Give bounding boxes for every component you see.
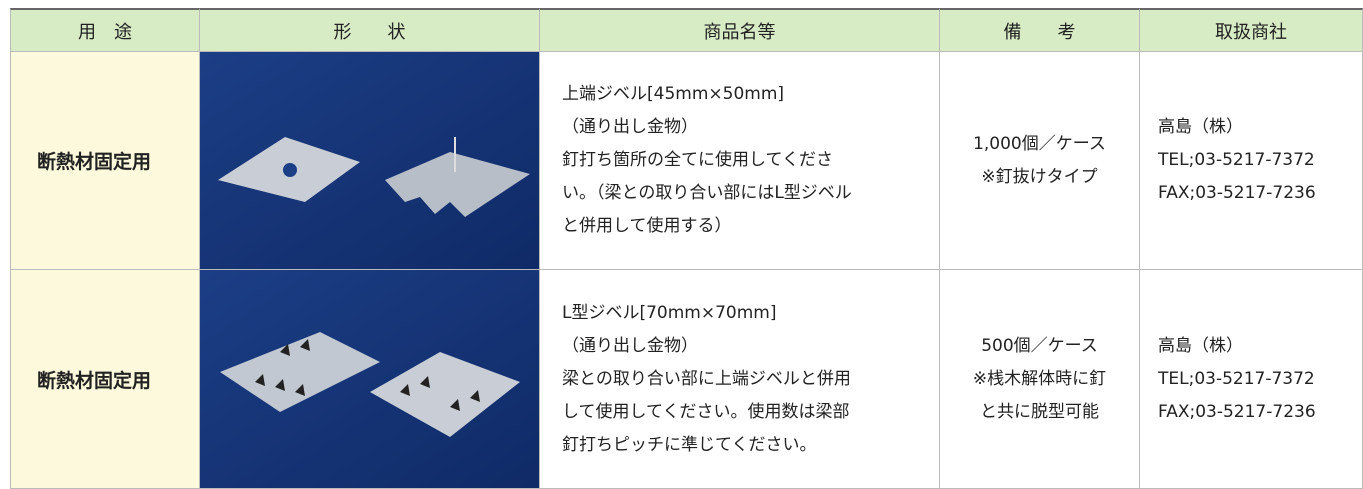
text-line: と併用して使用する） xyxy=(562,216,732,236)
image-cell xyxy=(200,270,540,489)
plate xyxy=(385,152,530,217)
text-line: ※釘抜けタイプ xyxy=(981,166,1098,187)
text-line: 1,000個／ケース xyxy=(973,133,1106,154)
company-cell: 高島（株） TEL;03-5217-7372 FAX;03-5217-7236 xyxy=(1140,52,1363,270)
text-line: 高島（株） xyxy=(1158,335,1243,356)
header-cell: 形 状 xyxy=(200,8,540,52)
notes-cell: 500個／ケース ※桟木解体時に釘 と共に脱型可能 xyxy=(940,270,1140,489)
company-cell: 高島（株） TEL;03-5217-7372 FAX;03-5217-7236 xyxy=(1140,270,1363,489)
plate xyxy=(220,332,380,412)
plate xyxy=(370,352,520,437)
text-line: FAX;03-5217-7236 xyxy=(1158,183,1316,203)
image-cell xyxy=(200,52,540,270)
text-line: い。（梁との取り合い部にはL型ジベル xyxy=(562,183,852,203)
text-line: して使用してください。使用数は梁部 xyxy=(562,401,850,422)
text-line: 上端ジベル[45mm×50mm] xyxy=(562,84,785,104)
text-line: 断熱材固定用 xyxy=(37,369,152,392)
notes-cell: 1,000個／ケース ※釘抜けタイプ xyxy=(940,52,1140,270)
text-line: 備 考 xyxy=(1003,21,1076,43)
text-line: 梁との取り合い部に上端ジベルと併用 xyxy=(562,368,851,389)
text-line: 取扱商社 xyxy=(1215,21,1287,43)
header-cell: 商品名等 xyxy=(540,8,940,52)
text-line: 高島（株） xyxy=(1158,117,1243,137)
header-cell: 用 途 xyxy=(10,8,200,52)
text-line: L型ジベル[70mm×70mm] xyxy=(562,302,777,323)
product-cell: 上端ジベル[45mm×50mm] （通り出し金物） 釘打ち箇所の全てに使用してくださ… xyxy=(540,52,940,270)
hole xyxy=(283,163,297,177)
text-line: と共に脱型可能 xyxy=(980,401,1099,422)
use-cell: 断熱材固定用 xyxy=(10,270,200,489)
text-line: （通り出し金物） xyxy=(562,117,698,137)
text-line: （通り出し金物） xyxy=(562,335,698,356)
text-line: 商品名等 xyxy=(703,21,776,43)
product-images xyxy=(200,52,540,489)
header-cell: 取扱商社 xyxy=(1140,8,1363,52)
header-cell: 備 考 xyxy=(940,8,1140,52)
text-line: TEL;03-5217-7372 xyxy=(1158,150,1315,170)
text-line: 500個／ケース xyxy=(981,335,1098,356)
text-line: 形 状 xyxy=(333,21,406,43)
text-line: 釘打ち箇所の全てに使用してくださ xyxy=(562,150,833,170)
text-line: 断熱材固定用 xyxy=(37,151,152,173)
text-line: 用 途 xyxy=(78,21,132,43)
text-line: FAX;03-5217-7236 xyxy=(1158,401,1316,422)
text-line: 釘打ちピッチに準じてください。 xyxy=(562,434,817,455)
use-cell: 断熱材固定用 xyxy=(10,52,200,270)
product-cell: L型ジベル[70mm×70mm] （通り出し金物） 梁との取り合い部に上端ジベルと併… xyxy=(540,270,940,489)
text-line: ※桟木解体時に釘 xyxy=(972,368,1107,389)
text-line: TEL;03-5217-7372 xyxy=(1158,368,1315,389)
